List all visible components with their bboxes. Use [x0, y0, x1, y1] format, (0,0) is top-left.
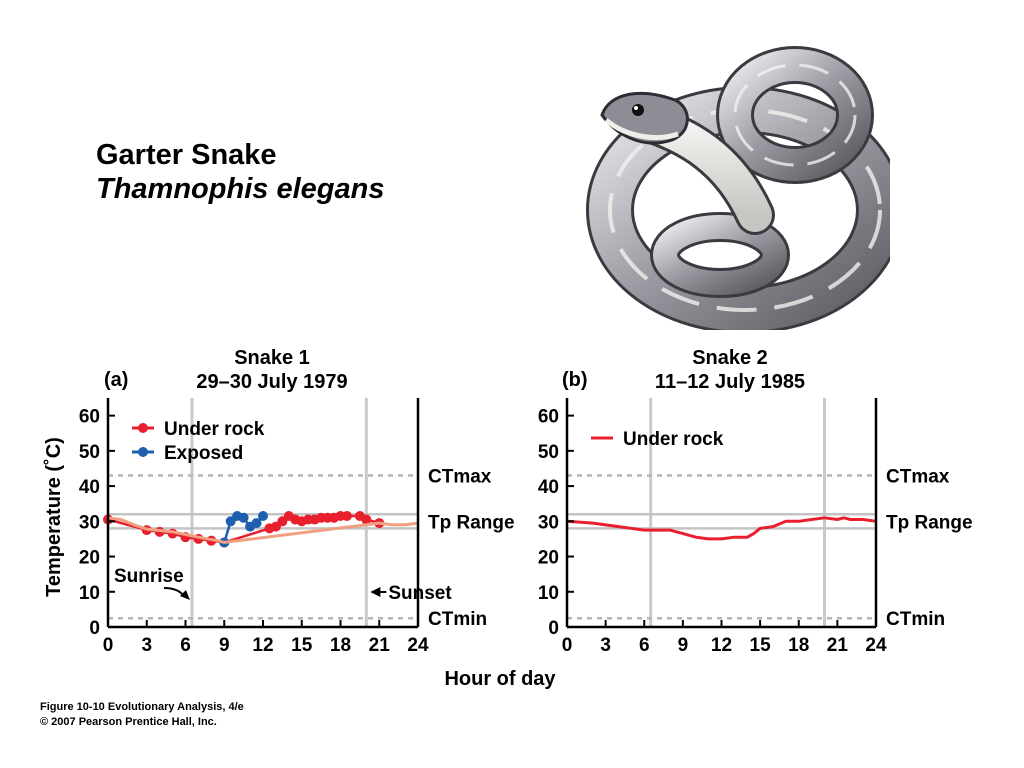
figure-caption: Figure 10-10 Evolutionary Analysis, 4/e …: [40, 700, 244, 730]
chart-title-a: Snake 1: [234, 347, 310, 369]
x-tick-label-b-8: 24: [865, 635, 887, 656]
series-line-b-0: [566, 516, 877, 541]
chart-subtitle-b: 11–12 July 1985: [655, 371, 805, 393]
legend-marker-a-1: [138, 447, 148, 457]
y-tick-label-a-6: 60: [79, 407, 100, 428]
data-point-a-1-6: [258, 511, 268, 522]
reference-label-a-0: CTmax: [428, 467, 492, 488]
x-tick-label-a-1: 3: [141, 635, 152, 656]
x-tick-label-b-5: 15: [750, 635, 772, 656]
reference-label-b-2: CTmin: [886, 609, 945, 630]
y-tick-label-a-5: 50: [79, 442, 100, 463]
x-tick-label-a-3: 9: [219, 635, 230, 656]
title-common-name: Garter Snake: [96, 139, 277, 171]
x-tick-label-b-6: 18: [788, 635, 809, 656]
y-tick-label-b-0: 0: [548, 618, 559, 639]
legend-label-b-0: Under rock: [623, 429, 724, 450]
annotation-sunrise: Sunrise: [114, 566, 184, 587]
x-tick-label-b-7: 21: [827, 635, 849, 656]
y-tick-label-a-4: 40: [79, 477, 100, 498]
x-tick-label-b-2: 6: [639, 635, 650, 656]
y-tick-label-a-1: 10: [79, 583, 100, 604]
chart-title-b: Snake 2: [692, 347, 768, 369]
y-tick-label-b-3: 30: [538, 512, 559, 533]
annotation-sunset: Sunset: [388, 583, 452, 604]
garter-snake-illustration-icon: [586, 46, 890, 330]
sunset-arrowhead: [370, 587, 381, 597]
y-tick-label-a-3: 30: [79, 512, 100, 533]
x-tick-label-a-4: 12: [252, 635, 273, 656]
x-axis-label: Hour of day: [444, 668, 556, 690]
x-tick-label-a-5: 15: [291, 635, 313, 656]
legend-label-a-0: Under rock: [164, 419, 265, 440]
series-line-a-2: [107, 516, 419, 544]
sunrise-arrow: [163, 587, 185, 597]
x-tick-label-a-8: 24: [407, 635, 429, 656]
y-tick-label-b-2: 20: [538, 548, 559, 569]
data-point-a-0-22: [361, 514, 372, 525]
panel-label-a: (a): [104, 369, 128, 391]
sunrise-arrowhead: [179, 590, 190, 600]
chart-subtitle-a: 29–30 July 1979: [196, 371, 347, 393]
x-tick-label-a-0: 0: [103, 635, 114, 656]
panel-label-b: (b): [562, 369, 588, 391]
data-point-a-1-3: [238, 512, 249, 523]
x-tick-label-a-7: 21: [369, 635, 391, 656]
chart-panel-a: (a) Snake 1 29–30 July 1979 Temperature …: [42, 347, 515, 656]
y-tick-label-a-0: 0: [89, 618, 100, 639]
x-tick-label-b-1: 3: [600, 635, 611, 656]
x-tick-label-b-4: 12: [711, 635, 732, 656]
caption-line-1: Figure 10-10 Evolutionary Analysis, 4/e: [40, 701, 244, 713]
x-tick-label-b-3: 9: [678, 635, 689, 656]
y-tick-label-b-4: 40: [538, 477, 559, 498]
data-point-a-0-20: [341, 511, 352, 522]
legend-label-a-1: Exposed: [164, 443, 243, 464]
x-tick-label-a-6: 18: [330, 635, 351, 656]
y-tick-label-b-1: 10: [538, 583, 559, 604]
reference-label-a-1: Tp Range: [428, 512, 515, 533]
caption-line-2: © 2007 Pearson Prentice Hall, Inc.: [40, 716, 217, 728]
y-axis-label: Temperature (˚C): [42, 437, 65, 597]
title-scientific-name: Thamnophis elegans: [96, 173, 385, 205]
x-tick-label-b-0: 0: [562, 635, 573, 656]
figure: (a) Snake 1 29–30 July 1979 Temperature …: [42, 347, 973, 690]
y-tick-label-b-6: 60: [538, 407, 559, 428]
chart-panel-b: (b) Snake 2 11–12 July 1985 CTmax Tp Rang…: [538, 347, 973, 656]
legend-marker-a-0: [138, 423, 148, 433]
y-tick-label-a-2: 20: [79, 548, 100, 569]
data-point-a-1-5: [251, 518, 262, 529]
slide-title: Garter Snake Thamnophis elegans: [96, 138, 384, 206]
reference-label-b-1: Tp Range: [886, 512, 973, 533]
reference-label-a-2: CTmin: [428, 609, 487, 630]
y-tick-label-b-5: 50: [538, 442, 559, 463]
x-tick-label-a-2: 6: [180, 635, 191, 656]
reference-label-b-0: CTmax: [886, 467, 950, 488]
